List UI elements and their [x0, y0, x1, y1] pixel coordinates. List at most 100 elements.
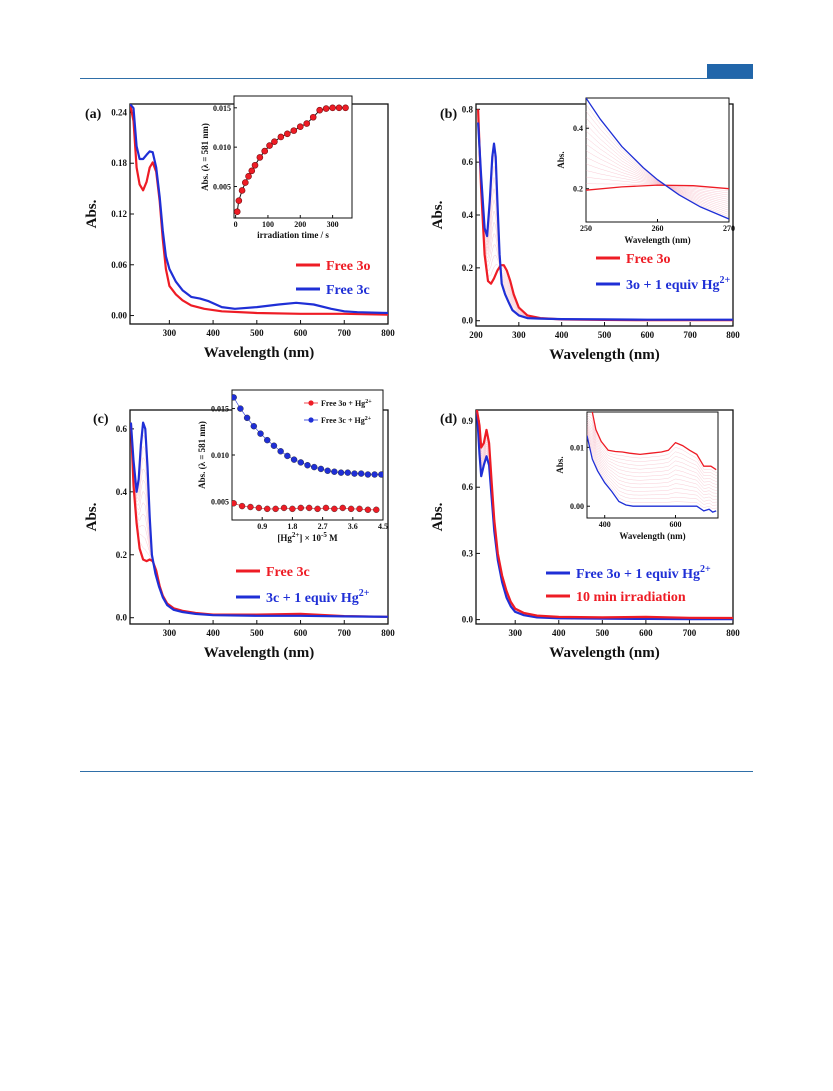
legend-superscript: 2+	[720, 275, 731, 286]
inset-point	[238, 187, 246, 194]
x-tick-label: 700	[338, 628, 352, 638]
x-tick-label: 400	[599, 520, 611, 529]
y-axis-label: Abs.	[430, 502, 446, 531]
x-tick-label: 800	[726, 628, 740, 638]
x-tick-label: 500	[250, 328, 264, 338]
inset-legend-entry: Free 3o + Hg2+	[321, 399, 372, 408]
y-tick-label: 0.4	[462, 210, 474, 220]
inset-intermediate-10	[586, 124, 728, 211]
inset-y-label: Abs. (λ = 581 nm)	[197, 421, 207, 489]
y-axis-label: Abs.	[84, 199, 100, 228]
y-tick-label: 0.4	[573, 124, 583, 133]
inset-line-1	[586, 98, 729, 220]
inset-point	[261, 147, 269, 155]
inset-point-0	[255, 504, 263, 512]
inset-point	[277, 133, 285, 141]
inset-intermediate-8	[586, 137, 728, 206]
plot-frame	[231, 389, 384, 521]
x-tick-label: 800	[381, 328, 395, 338]
y-tick-label: 0.3	[462, 548, 474, 558]
x-tick-label: 200	[469, 330, 483, 340]
inset-intermediate-13	[587, 433, 717, 510]
y-tick-label: 0.6	[462, 482, 474, 492]
inset-intermediate-9	[587, 427, 717, 497]
inset-point-0	[232, 500, 237, 507]
inset-x-label-part: -5	[321, 531, 327, 539]
y-tick-label: 0.24	[111, 107, 127, 117]
x-axis-label: Wavelength (nm)	[204, 645, 314, 661]
inset-point-0	[356, 505, 363, 513]
y-tick-label: 0.00	[111, 311, 127, 321]
header-tab	[707, 64, 753, 78]
inset-point-1	[237, 405, 244, 412]
inset-intermediate-12	[587, 432, 717, 506]
inset-y-label: Abs.	[555, 456, 565, 473]
y-tick-label: 0.2	[573, 185, 583, 194]
y-tick-label: 0.9	[462, 416, 474, 426]
y-tick-label: 0.005	[213, 183, 231, 192]
inset-connector	[236, 107, 346, 212]
inset-intermediate-5	[586, 157, 728, 200]
x-tick-label: 270	[723, 224, 735, 233]
legend-entry: 3o + 1 equiv Hg2+	[626, 275, 731, 293]
y-tick-label: 0.015	[213, 104, 231, 113]
series-line-0	[476, 410, 733, 621]
inset-x-label-part: [Hg	[277, 533, 292, 543]
inset-point-1	[250, 423, 258, 430]
y-tick-label: 0.6	[116, 424, 128, 434]
inset-point-1	[277, 448, 284, 455]
x-axis-label: Wavelength (nm)	[204, 345, 314, 361]
x-tick-label: 800	[726, 330, 740, 340]
inset-legend-entry: Free 3c + Hg2+	[321, 416, 372, 425]
x-tick-label: 100	[262, 220, 274, 229]
inset-point-0	[238, 502, 246, 510]
inset-intermediate-1	[587, 413, 717, 473]
y-tick-label: 0.6	[462, 157, 474, 167]
inset-point-0	[297, 504, 304, 512]
inset-plot-area	[586, 98, 729, 220]
inset-point-1	[304, 462, 311, 469]
x-tick-label: 600	[639, 628, 653, 638]
legend-superscript: 2+	[700, 564, 711, 575]
plot-area	[476, 410, 733, 621]
legend-entry: 10 min irradiation	[576, 590, 686, 605]
inset-x-label: [Hg2+] × 10-5 M	[277, 531, 338, 543]
series-line-1	[130, 421, 388, 618]
y-tick-label: 0.0	[462, 316, 474, 326]
inset-point-1	[324, 467, 331, 474]
x-tick-label: 300	[512, 330, 526, 340]
inset-intermediate-6	[587, 422, 717, 488]
x-tick-label: 260	[652, 224, 664, 233]
y-tick-label: 0.2	[116, 550, 128, 560]
inset-point-0	[331, 505, 338, 513]
inset-intermediate-2	[586, 176, 728, 194]
y-tick-label: 0.0	[116, 613, 128, 623]
inset-point-0	[305, 504, 313, 512]
y-tick-label: 0.010	[213, 143, 231, 152]
inset-point-0	[272, 505, 279, 513]
inset-y-label: Abs. (λ = 581 nm)	[200, 123, 210, 191]
series-line-0	[130, 104, 388, 316]
inset-line-0	[591, 412, 717, 471]
inset-point-1	[257, 430, 264, 437]
x-tick-label: 500	[250, 628, 264, 638]
inset-plot-area	[234, 104, 349, 216]
panel-c: (c) 300 400 500 600 700 800 0.0 0.2 0.4 0.6 Wavelen…	[84, 389, 395, 661]
inset-d: 400 600 0.00 0.01 Wavelength (nm) Abs.	[555, 411, 719, 541]
inset-point-0	[364, 506, 372, 513]
legend-entry: Free 3o	[326, 259, 370, 274]
series-line-1	[477, 122, 733, 321]
x-tick-label: 600	[294, 628, 308, 638]
y-tick-label: 0.005	[211, 497, 229, 506]
legend-entry: Free 3o + 1 equiv Hg2+	[576, 564, 711, 582]
inset-legend-superscript: 2+	[365, 399, 372, 405]
inset-point-0	[247, 503, 254, 511]
inset-point	[303, 120, 311, 127]
x-tick-label: 800	[381, 628, 395, 638]
inset-point	[290, 127, 298, 134]
plot-area	[130, 421, 388, 618]
inset-legend-superscript: 2+	[365, 416, 372, 422]
inset-point-0	[373, 506, 380, 513]
inset-point-1	[232, 394, 237, 401]
x-tick-label: 250	[580, 224, 592, 233]
